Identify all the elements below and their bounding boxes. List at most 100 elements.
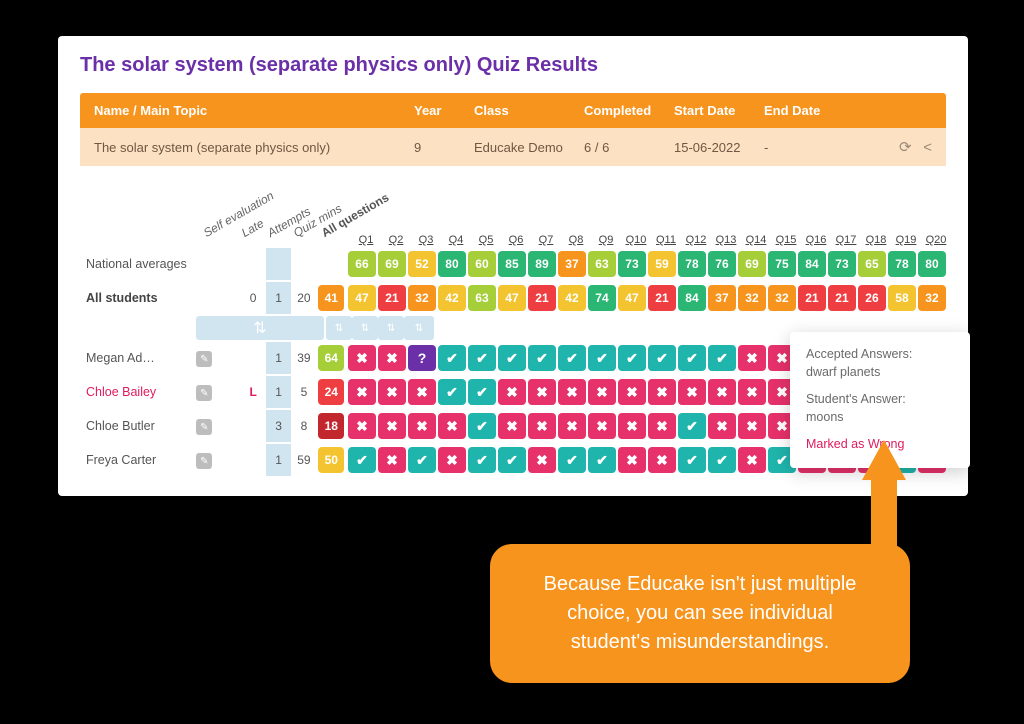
answer-cell[interactable]: ✖ (708, 413, 736, 439)
answer-cell[interactable]: ✔ (678, 345, 706, 371)
score-cell[interactable]: 89 (528, 251, 556, 277)
answer-cell[interactable]: ✖ (588, 413, 616, 439)
answer-cell[interactable]: ? (408, 345, 436, 371)
answer-cell[interactable]: ✖ (528, 413, 556, 439)
question-header[interactable]: Q16 (802, 234, 830, 246)
score-cell[interactable]: 32 (408, 285, 436, 311)
answer-cell[interactable]: ✔ (468, 447, 496, 473)
score-cell[interactable]: 84 (798, 251, 826, 277)
question-header[interactable]: Q15 (772, 234, 800, 246)
edit-icon[interactable]: ✎ (196, 385, 212, 401)
score-cell[interactable]: 21 (528, 285, 556, 311)
answer-cell[interactable]: ✖ (618, 379, 646, 405)
question-header[interactable]: Q8 (562, 234, 590, 246)
score-cell[interactable]: 78 (888, 251, 916, 277)
score-cell[interactable]: 32 (918, 285, 946, 311)
sort-name[interactable]: ⇅ (196, 316, 324, 340)
edit-icon[interactable]: ✎ (196, 453, 212, 469)
answer-cell[interactable]: ✔ (408, 447, 436, 473)
student-name[interactable]: Chloe Butler (80, 419, 194, 433)
score-cell[interactable]: 47 (498, 285, 526, 311)
question-header[interactable]: Q13 (712, 234, 740, 246)
score-cell[interactable]: 21 (828, 285, 856, 311)
score-cell[interactable]: 63 (588, 251, 616, 277)
answer-cell[interactable]: ✔ (468, 345, 496, 371)
question-header[interactable]: Q4 (442, 234, 470, 246)
answer-cell[interactable]: ✖ (708, 379, 736, 405)
answer-cell[interactable]: ✖ (498, 379, 526, 405)
answer-cell[interactable]: ✖ (408, 379, 436, 405)
question-header[interactable]: Q17 (832, 234, 860, 246)
answer-cell[interactable]: ✖ (618, 447, 646, 473)
score-cell[interactable]: 69 (378, 251, 406, 277)
answer-cell[interactable]: ✖ (438, 413, 466, 439)
score-cell[interactable]: 37 (558, 251, 586, 277)
answer-cell[interactable]: ✖ (498, 413, 526, 439)
score-cell[interactable]: 69 (738, 251, 766, 277)
score-cell[interactable]: 21 (798, 285, 826, 311)
question-header[interactable]: Q9 (592, 234, 620, 246)
answer-cell[interactable]: ✖ (408, 413, 436, 439)
score-cell[interactable]: 65 (858, 251, 886, 277)
score-cell[interactable]: 73 (618, 251, 646, 277)
question-header[interactable]: Q20 (922, 234, 950, 246)
score-cell[interactable]: 75 (768, 251, 796, 277)
score-cell[interactable]: 60 (468, 251, 496, 277)
score-cell[interactable]: 42 (558, 285, 586, 311)
answer-cell[interactable]: ✖ (648, 413, 676, 439)
question-header[interactable]: Q7 (532, 234, 560, 246)
question-header[interactable]: Q2 (382, 234, 410, 246)
answer-cell[interactable]: ✔ (708, 447, 736, 473)
sort-late[interactable]: ⇅ (326, 316, 352, 340)
answer-cell[interactable]: ✖ (378, 379, 406, 405)
answer-cell[interactable]: ✔ (498, 447, 526, 473)
answer-cell[interactable]: ✖ (588, 379, 616, 405)
question-header[interactable]: Q10 (622, 234, 650, 246)
score-cell[interactable]: 59 (648, 251, 676, 277)
answer-cell[interactable]: ✔ (678, 413, 706, 439)
answer-cell[interactable]: ✔ (438, 379, 466, 405)
answer-cell[interactable]: ✔ (468, 379, 496, 405)
sort-mins[interactable]: ⇅ (378, 316, 404, 340)
answer-cell[interactable]: ✖ (348, 379, 376, 405)
score-cell[interactable]: 73 (828, 251, 856, 277)
answer-cell[interactable]: ✔ (348, 447, 376, 473)
answer-cell[interactable]: ✔ (618, 345, 646, 371)
score-cell[interactable]: 66 (348, 251, 376, 277)
answer-cell[interactable]: ✖ (558, 379, 586, 405)
question-header[interactable]: Q11 (652, 234, 680, 246)
answer-cell[interactable]: ✖ (678, 379, 706, 405)
question-header[interactable]: Q19 (892, 234, 920, 246)
question-header[interactable]: Q5 (472, 234, 500, 246)
answer-cell[interactable]: ✖ (348, 345, 376, 371)
score-cell[interactable]: 26 (858, 285, 886, 311)
score-cell[interactable]: 47 (348, 285, 376, 311)
score-cell[interactable]: 42 (438, 285, 466, 311)
score-cell[interactable]: 80 (918, 251, 946, 277)
score-cell[interactable]: 85 (498, 251, 526, 277)
score-cell[interactable]: 47 (618, 285, 646, 311)
score-cell[interactable]: 84 (678, 285, 706, 311)
answer-cell[interactable]: ✖ (378, 345, 406, 371)
score-cell[interactable]: 78 (678, 251, 706, 277)
question-header[interactable]: Q14 (742, 234, 770, 246)
score-cell[interactable]: 74 (588, 285, 616, 311)
answer-cell[interactable]: ✔ (468, 413, 496, 439)
answer-cell[interactable]: ✖ (738, 447, 766, 473)
question-header[interactable]: Q1 (352, 234, 380, 246)
answer-cell[interactable]: ✖ (738, 413, 766, 439)
edit-icon[interactable]: ✎ (196, 419, 212, 435)
score-cell[interactable]: 63 (468, 285, 496, 311)
answer-cell[interactable]: ✖ (528, 447, 556, 473)
answer-cell[interactable]: ✖ (528, 379, 556, 405)
answer-cell[interactable]: ✔ (588, 345, 616, 371)
answer-cell[interactable]: ✖ (648, 447, 676, 473)
score-cell[interactable]: 80 (438, 251, 466, 277)
answer-cell[interactable]: ✖ (438, 447, 466, 473)
sort-allq[interactable]: ⇅ (404, 316, 434, 340)
answer-cell[interactable]: ✖ (378, 413, 406, 439)
answer-cell[interactable]: ✖ (558, 413, 586, 439)
answer-cell[interactable]: ✖ (738, 379, 766, 405)
answer-cell[interactable]: ✔ (528, 345, 556, 371)
sort-attempts[interactable]: ⇅ (352, 316, 378, 340)
